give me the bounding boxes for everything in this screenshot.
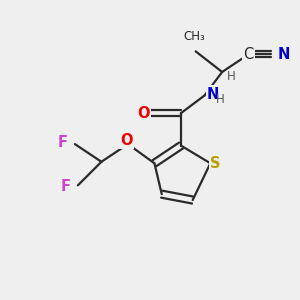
Text: F: F [58,135,68,150]
Text: F: F [61,179,70,194]
Text: O: O [137,106,149,121]
Text: N: N [207,87,219,102]
Text: S: S [210,156,221,171]
Text: H: H [226,70,235,83]
Text: O: O [120,133,133,148]
Text: CH₃: CH₃ [183,30,205,43]
Text: N: N [278,47,290,62]
Text: H: H [215,93,224,106]
Text: C: C [244,47,254,62]
